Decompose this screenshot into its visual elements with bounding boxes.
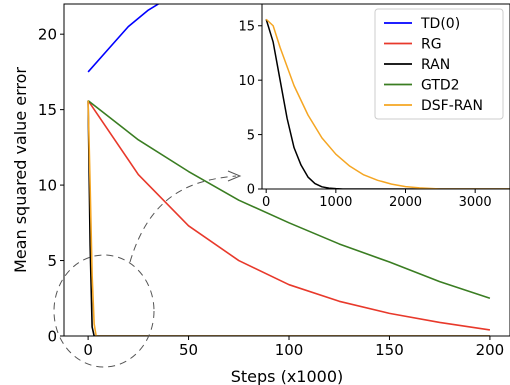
inset-y-tick-label: 15 xyxy=(238,19,255,34)
main-x-axis-label: Steps (x1000) xyxy=(231,367,344,385)
legend: TD(0) RG RAN GTD2 DSF-RAN xyxy=(374,8,504,120)
inset-y-tick-label: 0 xyxy=(247,183,255,198)
legend-box xyxy=(374,8,504,120)
main-series-dsf-ran xyxy=(87,100,490,336)
inset-x-tick-label: 0 xyxy=(262,195,270,210)
main-y-axis-label: Mean squared value error xyxy=(11,67,30,273)
main-series-ran xyxy=(87,100,490,336)
main-x-tick-label: 100 xyxy=(275,341,304,359)
main-x-tick-label: 150 xyxy=(375,341,404,359)
main-y-tick-label: 5 xyxy=(47,252,57,270)
inset-x-tick-label: 2000 xyxy=(389,195,422,210)
main-y-tick-label: 15 xyxy=(38,101,57,119)
inset-y-tick-label: 5 xyxy=(247,128,255,143)
inset-x-tick-label: 1000 xyxy=(319,195,352,210)
legend-label-rg: RG xyxy=(421,37,442,53)
main-y-tick-label: 20 xyxy=(38,26,57,44)
zoom-circle xyxy=(53,254,155,368)
main-x-tick-label: 50 xyxy=(179,341,198,359)
main-series-group xyxy=(87,4,491,336)
main-series-td-0 xyxy=(87,4,159,73)
inset-y-tick-label: 10 xyxy=(238,74,255,89)
inset-frame xyxy=(261,3,510,190)
inset-x-tick-label: 3000 xyxy=(459,195,492,210)
legend-label-ran: RAN xyxy=(421,57,450,73)
zoom-arrowhead xyxy=(227,170,242,182)
main-y-tick-label: 0 xyxy=(47,327,57,345)
main-y-tick-label: 10 xyxy=(38,176,57,194)
inset-series-dsf-ran xyxy=(265,18,510,189)
legend-label-dsf-ran: DSF-RAN xyxy=(421,98,483,114)
main-x-tick-label: 200 xyxy=(476,341,505,359)
zoom-annotation xyxy=(53,170,242,368)
main-series-rg xyxy=(87,100,491,331)
legend-label-td-0: TD(0) xyxy=(420,16,460,32)
main-x-tick-label: 0 xyxy=(83,341,93,359)
main-series-gtd2 xyxy=(87,99,491,300)
legend-label-gtd2: GTD2 xyxy=(421,78,460,94)
